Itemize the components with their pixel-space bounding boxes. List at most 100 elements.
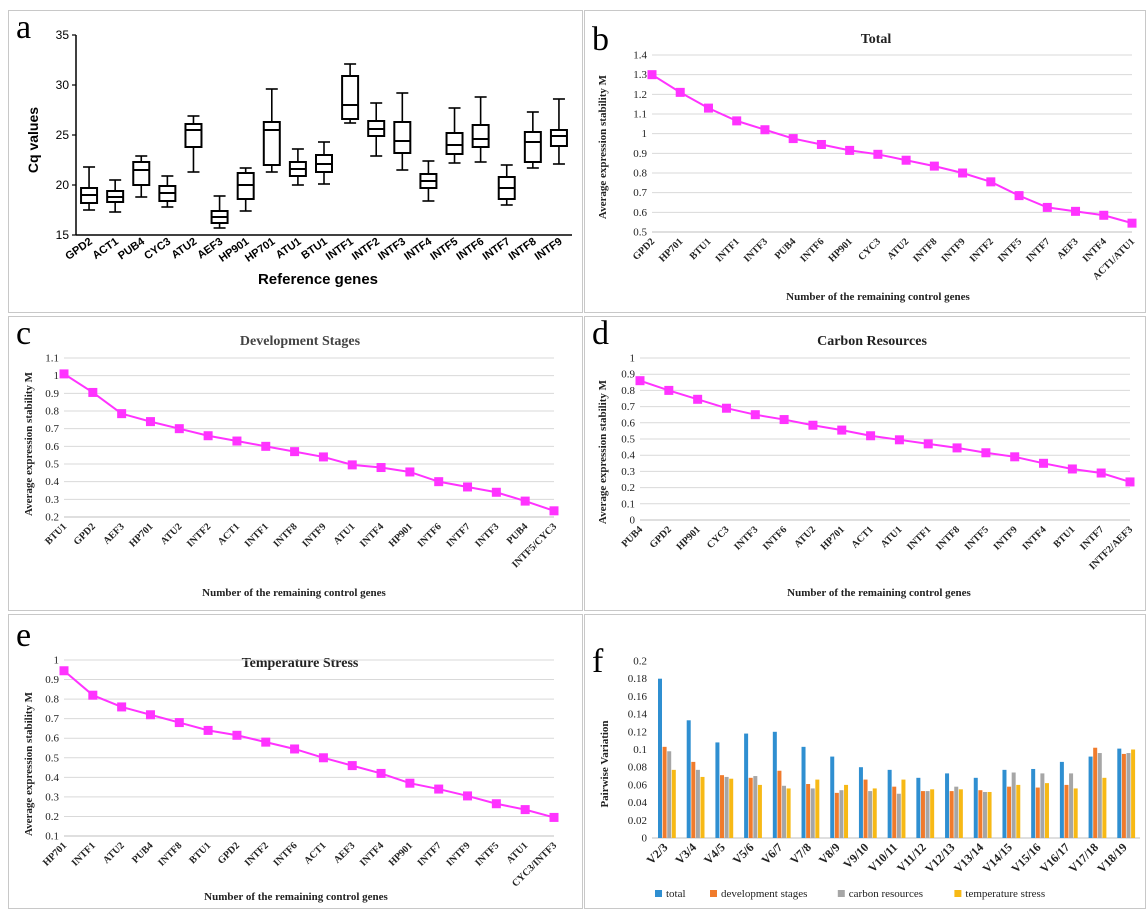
chart-d-xtick-label: HP901 — [675, 524, 703, 552]
chart-e-xlabel: Number of the remaining control genes — [204, 891, 388, 903]
chart-b-ytick-label: 0.9 — [633, 148, 647, 160]
chart-f-ytick-label: 0.02 — [628, 815, 647, 827]
chart-a-xtick-label: CYC3 — [142, 236, 173, 263]
chart-f-bar — [978, 790, 983, 838]
chart-c-xtick-label: GPD2 — [72, 521, 98, 547]
chart-b-marker — [958, 168, 968, 178]
chart-d-xtick-label: INTF4 — [1020, 524, 1048, 552]
chart-f-xtick-label: V7/8 — [787, 840, 814, 867]
chart-e-xtick-label: BTU1 — [187, 840, 213, 866]
chart-a-xtick-label: INTF1 — [324, 236, 356, 263]
chart-e-marker — [520, 805, 530, 815]
chart-e-xtick-label: INTF4 — [358, 840, 386, 868]
chart-a-box — [184, 123, 203, 148]
chart-b-marker — [1127, 218, 1137, 228]
chart-d-ytick-label: 0.2 — [621, 482, 635, 494]
chart-f-bar — [786, 788, 791, 838]
chart-d-marker — [981, 448, 991, 458]
chart-a-xtick-label: INTF8 — [507, 236, 539, 263]
chart-b-marker — [732, 116, 742, 126]
chart-b-xtick-label: CYC3 — [856, 236, 883, 263]
chart-b-xtick-label: GPD2 — [631, 236, 657, 262]
chart-d-marker — [1125, 477, 1135, 487]
chart-e-marker — [347, 761, 357, 771]
chart-e-ytick-label: 0.4 — [45, 772, 59, 784]
chart-b-xtick-label: INTF7 — [1024, 236, 1052, 264]
chart-b-ytick-label: 0.6 — [633, 207, 647, 219]
chart-f-ytick-label: 0.18 — [628, 673, 648, 685]
chart-d-ytick-label: 1 — [630, 353, 636, 365]
chart-d-xtick-label: ATU2 — [792, 524, 818, 550]
chart-e-marker — [463, 791, 473, 801]
chart-d-ylabel: Average expression stability M — [597, 379, 609, 524]
chart-d-xtick-label: PUB4 — [620, 524, 645, 549]
chart-a-xtick-label: BTU1 — [299, 236, 329, 262]
chart-a-box — [393, 121, 412, 154]
chart-c-title: Development Stages — [240, 334, 361, 349]
chart-e-xtick-label: INTF6 — [271, 840, 299, 868]
chart-e-marker — [145, 710, 155, 720]
chart-f-bar — [695, 769, 700, 838]
chart-b-xtick-label: PUB4 — [773, 236, 798, 261]
chart-e-marker — [434, 784, 444, 794]
chart-f-xtick-label: V12/13 — [922, 840, 957, 875]
chart-e-marker — [318, 753, 328, 763]
chart-d-xtick-label: HP701 — [819, 524, 847, 552]
chart-f-legend-label: development stages — [721, 888, 807, 900]
chart-f-bar — [1064, 784, 1069, 838]
chart-e-line: Temperature Stress Number of the remaini… — [23, 655, 559, 904]
chart-b-marker — [647, 70, 657, 80]
chart-e-ytick-label: 0.3 — [45, 791, 59, 803]
chart-f-bar — [920, 791, 925, 838]
chart-f-bar: Pairwise Variation 0 0.02 0.04 0.06 0.08 0.1 0… — [599, 656, 1140, 900]
panel-letter-e: e — [16, 617, 31, 654]
chart-f-bar — [744, 733, 749, 838]
chart-f-ytick-label: 0.12 — [628, 726, 647, 738]
chart-f-xtick-label: V11/12 — [894, 840, 929, 875]
chart-c-xtick-label: INTF7 — [444, 521, 472, 549]
chart-b-title: Total — [861, 32, 892, 47]
chart-f-bar — [1088, 756, 1093, 838]
chart-c-marker — [88, 387, 98, 397]
chart-e-marker — [59, 666, 69, 676]
chart-f-xtick-label: V2/3 — [644, 840, 671, 867]
chart-b-ytick-label: 1.3 — [633, 69, 647, 81]
chart-d-xtick-label: CYC3 — [705, 524, 732, 551]
chart-c-xtick-label: ACT1 — [216, 521, 242, 547]
chart-f-bar — [830, 756, 835, 838]
chart-e-ylabel: Average expression stability M — [23, 691, 35, 836]
chart-a-ylabel: Cq values — [25, 107, 41, 173]
chart-d-marker — [837, 425, 847, 435]
chart-f-legend-label: temperature stress — [965, 888, 1045, 900]
chart-b-line: Total Number of the remaining control ge… — [597, 32, 1137, 303]
chart-e-marker — [117, 702, 127, 712]
chart-e-xtick-label: INTF5 — [473, 840, 501, 868]
chart-f-bar — [1040, 773, 1045, 838]
chart-e-ytick-label: 0.9 — [45, 674, 59, 686]
chart-f-bar — [1007, 786, 1012, 838]
chart-b-marker — [929, 161, 939, 171]
chart-f-bar — [757, 784, 762, 838]
chart-a-ytick-label: 20 — [56, 178, 70, 192]
chart-c-xtick-label: INTF3 — [473, 521, 501, 549]
chart-e-marker — [88, 690, 98, 700]
chart-f-bar — [772, 731, 777, 838]
chart-b-marker — [816, 139, 826, 149]
chart-a-box — [523, 131, 542, 163]
panel-letter-f: f — [592, 643, 604, 680]
chart-f-bar — [815, 779, 820, 838]
chart-e-xtick-label: GPD2 — [216, 840, 242, 866]
chart-f-ytick-label: 0.14 — [628, 709, 648, 721]
chart-d-ytick-label: 0.1 — [621, 498, 635, 510]
chart-b-xtick-label: INTF8 — [911, 236, 939, 264]
chart-d-ytick-label: 0.9 — [621, 369, 635, 381]
chart-b-xtick-label: INTF3 — [742, 236, 770, 264]
chart-c-marker — [520, 496, 530, 506]
chart-f-bar — [1073, 788, 1078, 838]
chart-d-ytick-label: 0 — [630, 515, 636, 527]
chart-f-bar — [700, 776, 705, 838]
chart-f-bar — [901, 779, 906, 838]
chart-d-marker — [693, 394, 703, 404]
chart-d-marker — [664, 385, 674, 395]
chart-d-xtick-label: INTF6 — [761, 524, 789, 552]
